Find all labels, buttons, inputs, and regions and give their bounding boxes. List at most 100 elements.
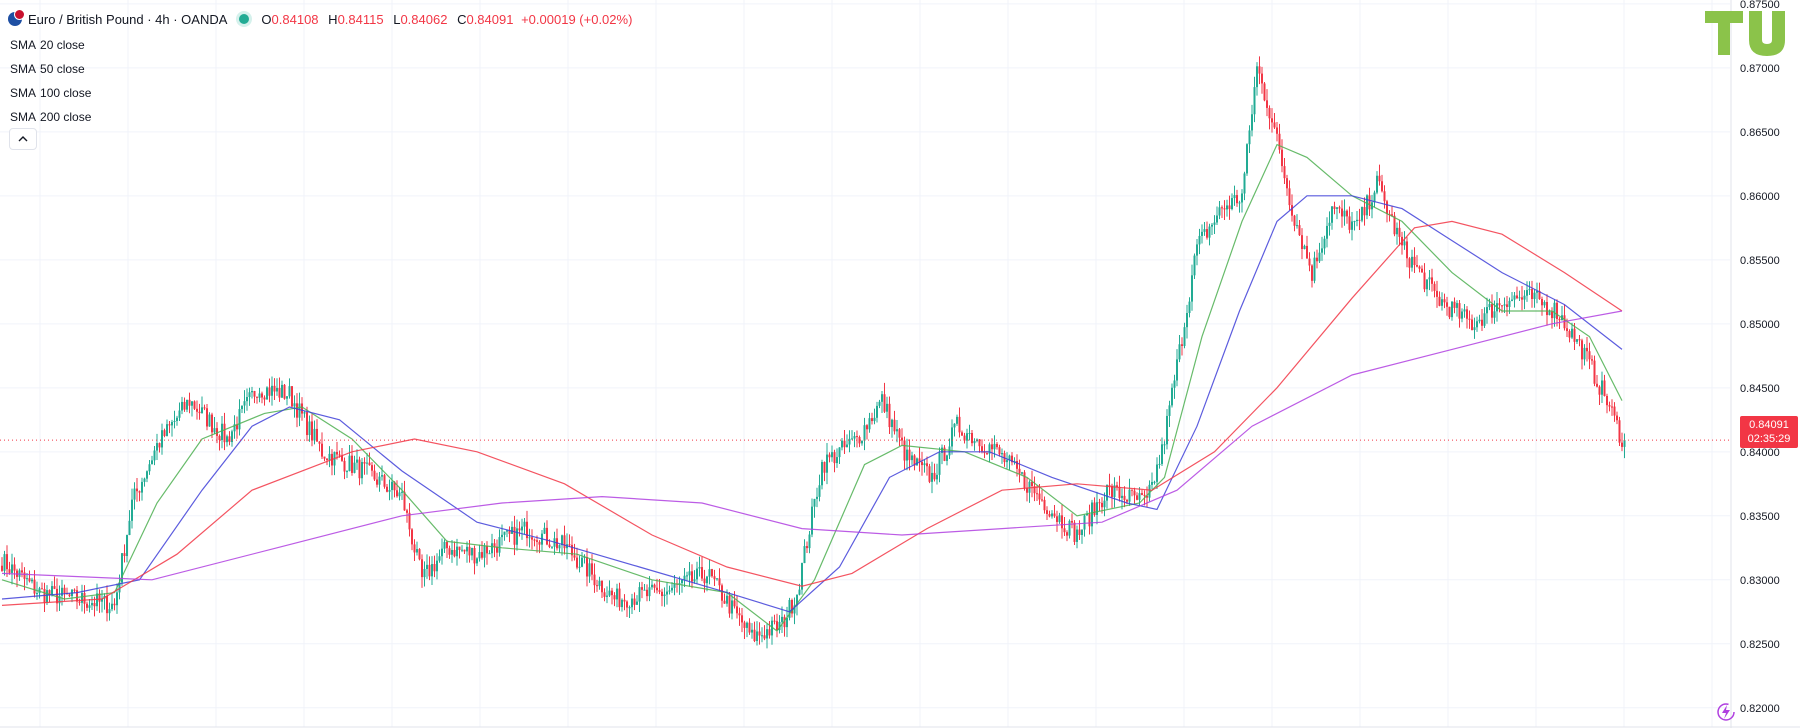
candle-body bbox=[221, 423, 223, 440]
candle-body bbox=[561, 535, 563, 546]
symbol-title[interactable]: Euro / British Pound · 4h · OANDA bbox=[28, 11, 228, 27]
candle-body bbox=[1201, 231, 1203, 236]
candle-body bbox=[1181, 344, 1183, 346]
candle-body bbox=[298, 403, 301, 418]
candle-body bbox=[356, 459, 358, 463]
candle-body bbox=[1161, 444, 1163, 464]
candle-body bbox=[301, 403, 303, 414]
candle-body bbox=[878, 401, 881, 406]
candle-body bbox=[936, 474, 938, 480]
candle-body bbox=[48, 590, 51, 595]
indicator-sma-200[interactable]: SMA 200 close bbox=[10, 110, 92, 124]
candle-body bbox=[1233, 195, 1236, 199]
candle-body bbox=[968, 432, 971, 434]
candle-body bbox=[496, 546, 498, 553]
candle-body bbox=[156, 443, 158, 451]
candle-body bbox=[1188, 301, 1191, 313]
candle-body bbox=[1193, 255, 1196, 276]
candle-body bbox=[101, 598, 103, 602]
candle-body bbox=[1228, 205, 1231, 210]
candle-body bbox=[1128, 489, 1131, 502]
candle-body bbox=[63, 587, 66, 594]
candle-body bbox=[73, 589, 76, 591]
candle-body bbox=[1061, 515, 1063, 529]
candle-body bbox=[1033, 486, 1036, 494]
candle-body bbox=[898, 429, 901, 438]
candle-body bbox=[118, 582, 121, 593]
candle-body bbox=[523, 521, 526, 527]
candle-body bbox=[753, 629, 756, 642]
candle-body bbox=[441, 548, 443, 557]
candle-body bbox=[546, 527, 548, 545]
candle-body bbox=[1326, 225, 1328, 239]
indicator-sma-20[interactable]: SMA 20 close bbox=[10, 38, 85, 52]
candle-body bbox=[358, 459, 361, 479]
candle-body bbox=[436, 560, 438, 572]
candle-body bbox=[1468, 318, 1471, 320]
candle-body bbox=[1151, 482, 1153, 485]
candle-body bbox=[321, 443, 323, 457]
candle-body bbox=[1333, 206, 1336, 209]
candle-body bbox=[416, 549, 418, 553]
candle-body bbox=[393, 481, 396, 491]
candle-body bbox=[1263, 83, 1266, 101]
candle-body bbox=[951, 427, 953, 447]
candle-body bbox=[1008, 455, 1011, 461]
candle-body bbox=[1423, 272, 1426, 290]
candle-body bbox=[81, 592, 83, 603]
candle-body bbox=[1066, 532, 1068, 536]
candle-body bbox=[828, 454, 831, 458]
candle-body bbox=[193, 401, 196, 409]
indicator-sma-100[interactable]: SMA 100 close bbox=[10, 86, 92, 100]
sma-line-50 bbox=[1, 195, 1623, 613]
candle-body bbox=[1416, 265, 1418, 267]
candle-body bbox=[311, 421, 313, 441]
candle-body bbox=[876, 405, 878, 418]
chart-grid bbox=[0, 0, 1730, 727]
candle-body bbox=[1601, 380, 1603, 395]
candle-body bbox=[1136, 495, 1138, 500]
lightning-replay-icon[interactable] bbox=[1716, 702, 1736, 722]
candle-body bbox=[886, 403, 888, 412]
candle-body bbox=[186, 399, 188, 410]
candle-body bbox=[126, 535, 128, 557]
candle-body bbox=[366, 462, 368, 464]
candle-body bbox=[1146, 495, 1148, 498]
candle-body bbox=[1108, 484, 1111, 486]
candle-body bbox=[963, 435, 966, 441]
candle-body bbox=[966, 433, 968, 441]
candle-body bbox=[518, 528, 521, 531]
candle-body bbox=[408, 512, 411, 530]
candle-body bbox=[1088, 514, 1091, 527]
candle-body bbox=[738, 613, 741, 616]
indicator-sma-50[interactable]: SMA 50 close bbox=[10, 62, 85, 76]
candle-body bbox=[991, 444, 993, 450]
market-status-icon[interactable] bbox=[239, 14, 250, 24]
price-tick-label: 0.86000 bbox=[1740, 191, 1780, 203]
change-value: +0.00019 (+0.02%) bbox=[521, 11, 633, 27]
chevron-up-icon bbox=[18, 136, 28, 142]
candle-body bbox=[1403, 241, 1406, 246]
candle-body bbox=[648, 587, 651, 597]
candle-body bbox=[601, 580, 603, 593]
candle-body bbox=[258, 393, 261, 398]
candle-body bbox=[36, 593, 38, 595]
candle-body bbox=[1363, 207, 1366, 216]
candle-body bbox=[953, 423, 956, 428]
high-label: H bbox=[328, 11, 338, 27]
candle-body bbox=[466, 546, 468, 552]
candle-body bbox=[338, 454, 341, 456]
candle-body bbox=[1, 565, 3, 571]
candle-body bbox=[691, 571, 693, 582]
candle-body bbox=[398, 492, 401, 497]
collapse-legend-button[interactable] bbox=[9, 128, 37, 150]
candle-body bbox=[421, 559, 423, 578]
candle-body bbox=[513, 526, 516, 545]
candle-body bbox=[1231, 198, 1233, 210]
candle-body bbox=[721, 585, 723, 601]
candle-body bbox=[848, 438, 851, 445]
candle-body bbox=[718, 578, 721, 586]
tradingview-logo-icon[interactable] bbox=[1705, 10, 1793, 56]
candle-body bbox=[1308, 258, 1311, 266]
